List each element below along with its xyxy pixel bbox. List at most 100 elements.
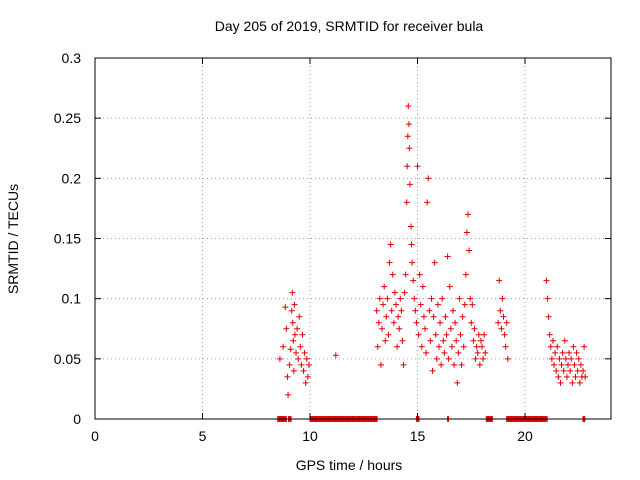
data-point — [553, 367, 560, 374]
data-point — [567, 367, 574, 374]
axis-ticks: 0 5 10 15 20 0 0.05 0.1 0.15 0.2 0.25 0.3 — [54, 50, 611, 444]
y-axis-label: SRMTID / TECUs — [5, 184, 21, 294]
data-point — [379, 325, 386, 332]
data-point — [547, 343, 554, 350]
data-point — [572, 373, 579, 380]
data-point — [568, 355, 575, 362]
data-point — [388, 307, 395, 314]
data-point — [563, 373, 570, 380]
data-point — [426, 307, 433, 314]
data-point — [418, 343, 425, 350]
data-point — [440, 337, 447, 344]
data-point — [420, 313, 427, 320]
data-point — [389, 271, 396, 278]
data-point — [502, 343, 509, 350]
data-point — [571, 361, 578, 368]
data-point — [575, 355, 582, 362]
data-point — [438, 361, 445, 368]
data-point — [377, 361, 384, 368]
data-point — [404, 133, 411, 140]
data-point — [290, 367, 297, 374]
data-point — [299, 331, 306, 338]
data-point — [290, 337, 297, 344]
data-point — [390, 319, 397, 326]
data-point — [577, 361, 584, 368]
data-point — [470, 337, 477, 344]
data-point — [394, 343, 401, 350]
data-point — [405, 121, 412, 128]
data-point — [443, 331, 450, 338]
data-point — [381, 283, 388, 290]
data-point — [466, 247, 473, 254]
data-point — [552, 349, 559, 356]
data-point — [480, 355, 487, 362]
data-point — [476, 361, 483, 368]
data-point — [477, 337, 484, 344]
data-point — [423, 349, 430, 356]
data-point — [445, 355, 452, 362]
data-point — [396, 325, 403, 332]
data-point — [432, 331, 439, 338]
data-point — [546, 331, 553, 338]
data-point — [580, 367, 587, 374]
data-point — [393, 301, 399, 308]
data-point — [403, 199, 410, 206]
data-point — [582, 373, 589, 380]
data-point — [397, 295, 404, 302]
data-point — [289, 319, 296, 326]
data-point — [297, 343, 304, 350]
data-point — [455, 349, 462, 356]
data-point — [300, 367, 307, 374]
data-point — [374, 343, 381, 350]
data-point — [302, 379, 309, 386]
data-point — [473, 343, 480, 350]
data-point — [446, 283, 453, 290]
data-point — [556, 355, 563, 362]
data-point — [400, 361, 407, 368]
data-point — [291, 301, 298, 308]
data-point — [495, 319, 502, 326]
data-point — [551, 361, 558, 368]
data-point — [471, 325, 478, 332]
data-point — [560, 367, 567, 374]
data-point — [465, 211, 472, 218]
data-point — [406, 145, 413, 152]
data-point — [565, 361, 571, 368]
data-point — [574, 367, 581, 374]
data-point — [416, 271, 423, 278]
data-point — [434, 301, 441, 308]
data-point — [496, 277, 503, 284]
data-point — [382, 337, 389, 344]
data-point — [419, 283, 426, 290]
data-point — [459, 313, 466, 320]
data-point — [295, 355, 302, 362]
x-tick-label: 5 — [199, 428, 207, 444]
data-point — [454, 379, 461, 386]
data-point — [453, 337, 460, 344]
data-point — [282, 304, 289, 311]
data-point — [385, 331, 392, 338]
data-point — [555, 373, 562, 380]
y-tick-label: 0.25 — [54, 110, 81, 126]
data-point — [425, 175, 432, 182]
data-point — [298, 361, 305, 368]
data-point — [475, 331, 482, 338]
data-point — [401, 289, 408, 296]
data-point — [405, 103, 412, 110]
data-point — [558, 361, 565, 368]
data-point — [545, 313, 552, 320]
data-point — [412, 307, 419, 314]
data-point — [409, 259, 416, 266]
data-point — [504, 355, 511, 362]
data-point — [410, 277, 417, 284]
data-point — [448, 343, 455, 350]
data-point — [413, 319, 420, 326]
data-point — [569, 379, 576, 386]
data-point — [384, 295, 391, 302]
data-point — [469, 301, 476, 308]
data-point — [429, 367, 436, 374]
data-point — [287, 346, 294, 353]
data-point — [449, 307, 456, 314]
chart-title: Day 205 of 2019, SRMTID for receiver bul… — [215, 18, 484, 34]
data-point — [285, 391, 292, 398]
